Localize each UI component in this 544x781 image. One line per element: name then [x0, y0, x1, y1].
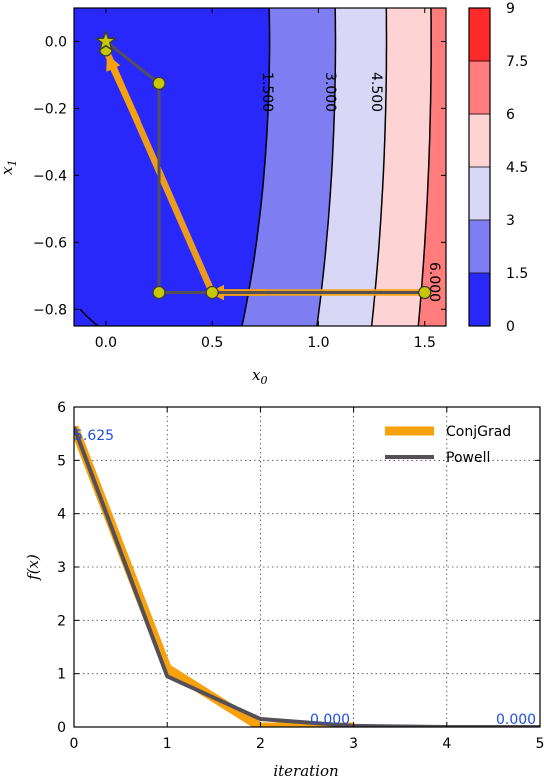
ytick-label: 5: [57, 453, 66, 469]
colorbar-tick-label: 0: [506, 319, 515, 335]
legend-label-conjgrad: ConjGrad: [446, 424, 511, 440]
series-line-powell: [74, 426, 540, 727]
contour-label-1500: 1.500: [259, 72, 275, 112]
contour-xtick-label: 0.0: [95, 335, 117, 351]
contour-ytick-label: −0.6: [33, 235, 67, 251]
contour-xtick-label: 1.5: [414, 335, 436, 351]
conjgrad-point: [205, 285, 219, 300]
contour-label-3000: 3.000: [322, 72, 338, 112]
colorbar-ticks: 0 1.5 3 4.5 6 7.5 9: [469, 1, 528, 335]
series-line-conjgrad: [74, 425, 354, 727]
xtick-label: 0: [70, 736, 79, 752]
colorbar-swatch: [469, 167, 490, 221]
contour-ytick-label: −0.8: [33, 302, 67, 318]
contour-ytick-label: −0.2: [33, 101, 67, 117]
contour-ytick-label: 0.0: [45, 34, 67, 50]
contour-xtick-label: 1.0: [307, 335, 329, 351]
contour-ticks: 0.0 0.5 1.0 1.5 0.0 −0.2 −0.4 −0.6 −0.8: [33, 8, 446, 351]
legend: ConjGrad Powell: [385, 424, 511, 466]
xtick-label: 2: [256, 736, 265, 752]
powell-path: [104, 40, 425, 295]
contour-label-4500: 4.500: [368, 72, 384, 112]
colorbar: 0 1.5 3 4.5 6 7.5 9: [468, 1, 528, 335]
colorbar-swatch: [469, 61, 490, 115]
data-label-conjgrad-end: 0.000: [310, 712, 350, 728]
convergence-xlabel: iteration: [273, 762, 338, 780]
contour-xtick-label: 0.5: [201, 335, 223, 351]
ytick-label: 1: [57, 667, 66, 683]
contour-frame: [73, 7, 447, 327]
contour-line-0-corner: [79, 308, 99, 326]
colorbar-tick-label: 3: [506, 213, 515, 229]
optimizer-paths: [94, 29, 432, 301]
data-label-powell-end: 0.000: [496, 712, 536, 728]
powell-point: [152, 76, 166, 90]
powell-point: [152, 285, 166, 300]
colorbar-tick-label: 7.5: [506, 54, 528, 70]
ytick-label: 6: [57, 400, 66, 416]
colorbar-swatch: [469, 8, 490, 62]
data-label-start: 5.625: [74, 428, 114, 444]
powell-points: [152, 76, 432, 300]
convergence-ylabel: f(x): [24, 554, 42, 581]
xtick-label: 1: [163, 736, 172, 752]
contour-line-1500: [241, 8, 271, 326]
conjgrad-arrow-2: [106, 54, 141, 124]
colorbar-tick-label: 9: [506, 1, 515, 17]
xtick-label: 3: [349, 736, 358, 752]
colorbar-tick-label: 6: [506, 107, 515, 123]
colorbar-swatch: [469, 114, 490, 168]
powell-point: [418, 285, 432, 300]
minimum-star-marker: [94, 29, 118, 52]
contour-xlabel: x0: [252, 366, 267, 387]
contour-line-4500: [370, 8, 388, 326]
contour-line-6000: [417, 8, 432, 326]
colorbar-swatches: [469, 8, 490, 327]
convergence-chart: 0 1 2 3 4 5 0 1 2 3 4 5 6 5.625 0.000 0.000 ConjGrad…: [24, 400, 544, 780]
contour-plot: 1.500 3.000 4.500 6.000 0.0 0.5 1.0 1.50.0−…: [0, 7, 447, 387]
colorbar-tick-label: 4.5: [506, 160, 528, 176]
legend-label-powell: Powell: [446, 450, 490, 466]
convergence-ticks: 0 1 2 3 4 5 0 1 2 3 4 5 6: [57, 400, 544, 752]
xtick-label: 5: [536, 736, 544, 752]
contour-ytick-label: −0.4: [33, 168, 67, 184]
colorbar-swatch: [469, 220, 490, 274]
contour-line-3000: [316, 8, 337, 326]
colorbar-swatch: [469, 273, 490, 327]
colorbar-tick-label: 1.5: [506, 266, 528, 282]
contour-ylabel: x1: [0, 160, 19, 175]
contour-fills: [74, 8, 446, 326]
ytick-label: 0: [57, 720, 66, 736]
ytick-label: 2: [57, 613, 66, 629]
ytick-label: 3: [57, 560, 66, 576]
ytick-label: 4: [57, 507, 66, 523]
xtick-label: 4: [442, 736, 451, 752]
